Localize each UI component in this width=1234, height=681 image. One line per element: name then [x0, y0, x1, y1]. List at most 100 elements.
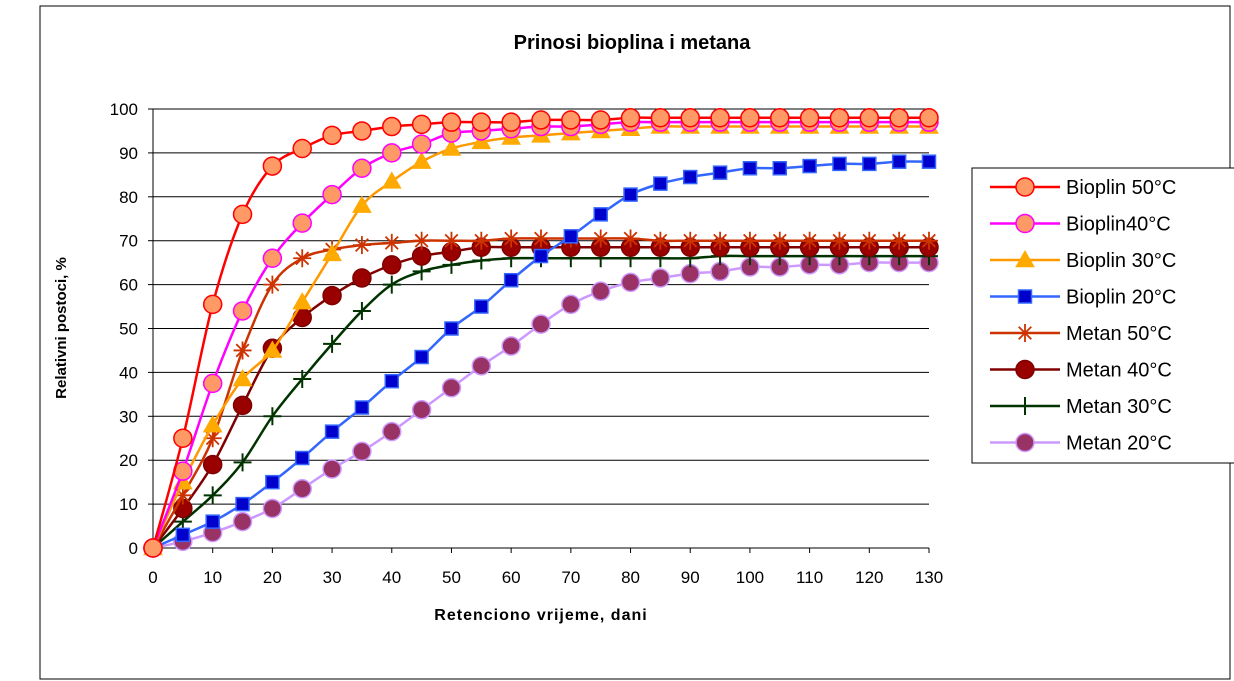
data-point: [202, 373, 223, 394]
x-tick-label: 20: [263, 568, 282, 587]
data-point: [650, 268, 671, 288]
y-tick-label: 20: [119, 451, 138, 470]
data-point: [712, 165, 728, 180]
data-point: [802, 158, 817, 174]
legend-marker: [1016, 397, 1034, 415]
legend-entry: Metan 40°C: [990, 360, 1172, 382]
x-tick-label: 80: [621, 568, 640, 587]
data-point: [292, 213, 312, 233]
data-point: [441, 138, 462, 156]
data-point: [830, 231, 849, 250]
data-point: [862, 156, 877, 172]
data-point: [382, 275, 401, 294]
data-point: [175, 527, 191, 543]
data-point: [323, 334, 342, 353]
data-point: [890, 231, 909, 250]
x-tick-label: 70: [561, 568, 580, 587]
data-point: [411, 151, 432, 169]
data-point: [770, 231, 789, 250]
legend-marker: [1015, 359, 1035, 380]
data-point: [441, 112, 462, 132]
series-layer: [143, 108, 939, 558]
data-point: [919, 108, 939, 128]
data-point: [653, 176, 668, 191]
data-point: [293, 369, 312, 388]
data-point: [263, 275, 282, 294]
data-point: [354, 400, 370, 415]
x-tick-label: 100: [736, 568, 764, 587]
data-point: [800, 231, 819, 250]
data-point: [740, 108, 760, 128]
legend-entry: Bioplin40°C: [990, 214, 1171, 236]
data-point: [502, 229, 521, 248]
legend-label: Metan 20°C: [1066, 433, 1172, 455]
y-tick-label: 30: [119, 407, 138, 426]
chart-title: Prinosi bioplina i metana: [514, 32, 752, 54]
data-point: [322, 285, 342, 306]
data-point: [292, 292, 313, 310]
data-point: [829, 108, 850, 128]
data-point: [412, 231, 431, 250]
data-point: [233, 453, 252, 472]
data-point: [859, 108, 880, 128]
x-tick-label: 30: [323, 568, 342, 587]
y-tick-label: 90: [119, 144, 138, 163]
data-point: [382, 255, 402, 275]
data-point: [202, 454, 223, 475]
data-point: [891, 154, 907, 169]
data-point: [501, 112, 521, 132]
data-point: [384, 373, 400, 389]
legend-label: Bioplin 20°C: [1066, 287, 1176, 309]
data-point: [203, 429, 222, 448]
data-point: [561, 110, 581, 130]
data-point: [414, 349, 429, 365]
data-point: [471, 131, 492, 150]
data-point: [352, 158, 372, 179]
data-point: [232, 301, 253, 321]
y-axis-label: Relativni postoci, %: [53, 257, 70, 399]
data-point: [411, 134, 432, 154]
data-point: [531, 110, 551, 130]
data-point: [920, 231, 938, 250]
data-point: [740, 231, 759, 250]
data-point: [411, 399, 432, 420]
x-axis-tick-labels: 0 10 20 30 40 50 60 70 80 90 100 110 120 130: [148, 568, 943, 587]
data-point: [352, 236, 371, 255]
data-point: [444, 321, 459, 336]
data-point: [265, 474, 280, 490]
data-point: [203, 486, 222, 505]
y-tick-label: 10: [119, 495, 138, 514]
legend-marker: [1015, 213, 1035, 234]
y-tick-label: 60: [119, 276, 138, 295]
data-point: [471, 112, 492, 132]
data-point: [232, 368, 253, 387]
data-point: [711, 231, 730, 250]
x-tick-label: 60: [502, 568, 521, 587]
series-1: [143, 108, 939, 558]
y-tick-label: 80: [119, 188, 138, 207]
x-tick-label: 130: [915, 568, 943, 587]
data-point: [770, 108, 790, 128]
data-point: [682, 169, 698, 185]
data-point: [832, 156, 847, 172]
data-point: [471, 356, 492, 376]
data-point: [232, 395, 253, 416]
legend: Bioplin 50°C Bioplin40°C Bioplin 30°C Biopl…: [971, 167, 1234, 464]
data-point: [474, 299, 489, 314]
data-point: [590, 110, 611, 130]
data-point: [680, 263, 700, 284]
data-point: [889, 108, 909, 128]
data-point: [441, 378, 462, 398]
legend-label: Bioplin40°C: [1066, 214, 1171, 236]
data-point: [352, 121, 372, 141]
series-5: [144, 229, 938, 557]
data-point: [591, 229, 610, 248]
legend-entry: Metan 30°C: [990, 396, 1172, 418]
data-point: [202, 415, 223, 433]
data-point: [411, 246, 432, 266]
legend-label: Bioplin 50°C: [1066, 177, 1176, 199]
data-point: [232, 511, 253, 532]
data-point: [262, 498, 283, 519]
legend-marker: [1017, 289, 1033, 304]
